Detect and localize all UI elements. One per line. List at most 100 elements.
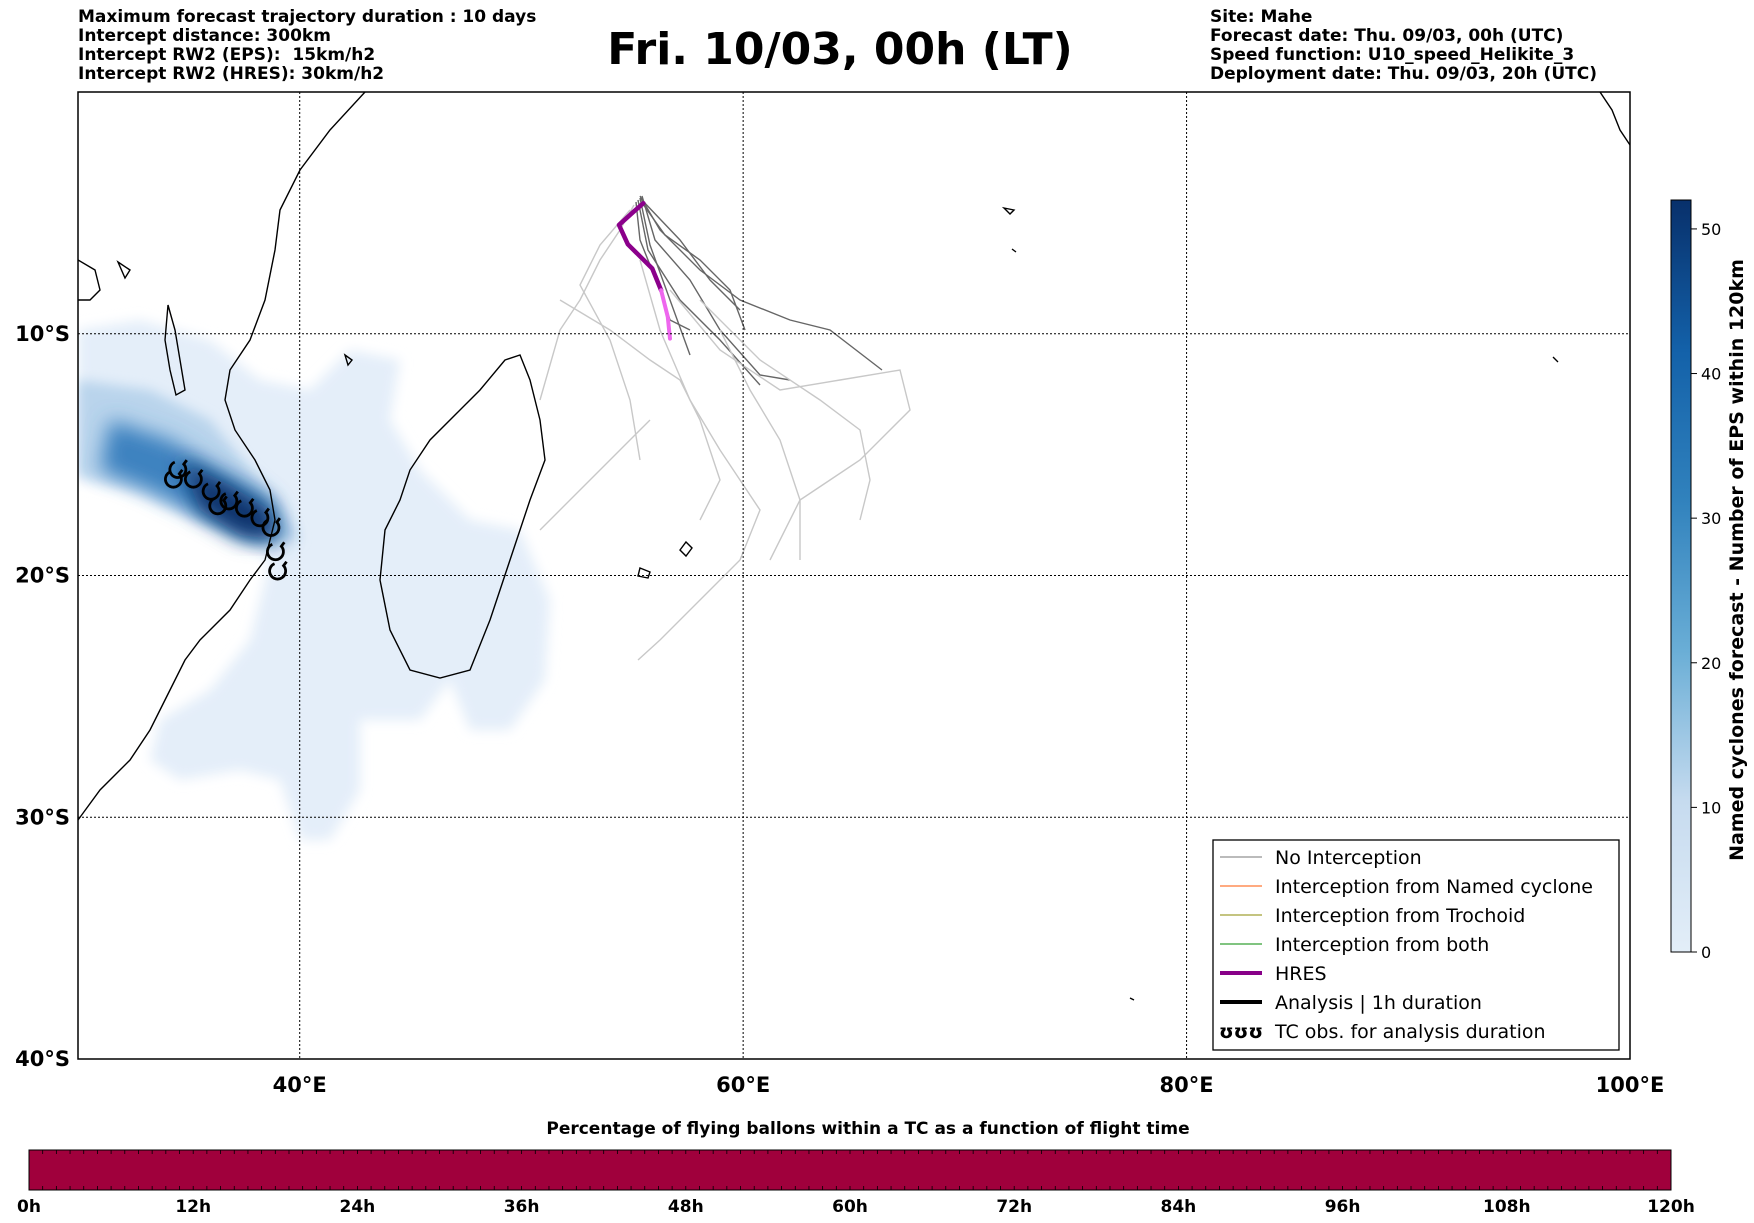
island-small-1 — [1011, 248, 1017, 253]
bottom-bar-tick-label: 60h — [832, 1197, 868, 1217]
legend-label: Interception from Trochoid — [1275, 905, 1525, 927]
legend-label: Interception from Named cyclone — [1275, 876, 1593, 898]
lat-tick-label: 10°S — [15, 322, 70, 346]
eps-trajectory — [579, 209, 641, 461]
legend-symbol-tc-obs: ʊʊʊ — [1219, 1021, 1263, 1043]
hres-trajectory-tail — [659, 288, 672, 341]
header-trajectory-duration: Maximum forecast trajectory duration : 1… — [78, 7, 537, 27]
bottom-bar: Percentage of flying ballons within a TC… — [17, 1119, 1695, 1217]
colorbar-tick-label: 30 — [1701, 509, 1721, 528]
coastlines — [78, 92, 1630, 1001]
lon-tick-labels: 40°E 60°E 80°E 100°E — [273, 1073, 1665, 1097]
bottom-bar-tick-label: 24h — [340, 1197, 376, 1217]
colorbar-right-gradient — [1670, 199, 1692, 953]
bottom-bar-tick-label: 84h — [1161, 1197, 1197, 1217]
eps-trajectory — [669, 289, 911, 561]
lat-tick-label: 40°S — [15, 1047, 70, 1071]
bottom-bar-tick-label: 96h — [1325, 1197, 1361, 1217]
island-chagos — [1001, 206, 1016, 215]
lat-tick-label: 30°S — [15, 805, 70, 829]
header-intercept-hres: Intercept RW2 (HRES): 30km/h2 — [78, 64, 385, 84]
bottom-bar-title: Percentage of flying ballons within a TC… — [546, 1119, 1189, 1139]
legend: No Interception Interception from Named c… — [1212, 839, 1620, 1051]
header-right: Site: Mahe Forecast date: Thu. 09/03, 00… — [1210, 8, 1597, 84]
colorbar-tick-label: 20 — [1701, 654, 1721, 673]
colorbar-tick-label: 10 — [1701, 798, 1721, 817]
tc-observation-marker — [234, 497, 255, 518]
hres-trajectory — [616, 200, 664, 293]
map-frame — [77, 91, 1631, 1060]
legend-label: HRES — [1275, 963, 1327, 985]
eps-trajectory — [719, 329, 801, 560]
header-intercept-eps: Intercept RW2 (EPS): 15km/h2 — [78, 45, 376, 65]
lon-tick-label: 100°E — [1596, 1073, 1665, 1097]
bottom-bar-tick-label: 12h — [175, 1197, 211, 1217]
bottom-bar-tick-label: 120h — [1647, 1197, 1695, 1217]
tc-observation-marker — [219, 490, 239, 511]
coastline-madagascar — [379, 354, 546, 679]
bottom-bar-tick-label: 0h — [17, 1197, 41, 1217]
tc-observation-marker — [164, 468, 184, 489]
eps-trajectory — [559, 299, 721, 521]
bottom-bar-tick-label: 108h — [1483, 1197, 1531, 1217]
tc-observations — [164, 459, 288, 581]
island-small-3 — [1552, 356, 1559, 363]
tc-observation-marker — [268, 560, 288, 581]
tc-observation-marker — [250, 507, 270, 528]
island-zanzibar — [116, 260, 131, 280]
colorbar-right: 0 10 20 30 40 50 Named cyclones forecast - Nu… — [1670, 199, 1748, 962]
bottom-bar-tick-label: 72h — [996, 1197, 1032, 1217]
coastline-africa-horn — [78, 259, 101, 301]
island-mauritius — [679, 540, 693, 558]
eps-trajectory — [639, 197, 691, 356]
tc-observation-marker — [168, 459, 188, 479]
tc-observation-marker — [208, 495, 228, 516]
colorbar-tick-label: 50 — [1701, 220, 1721, 239]
header-speed-function: Speed function: U10_speed_Helikite_3 — [1210, 45, 1575, 65]
legend-label: Interception from both — [1275, 934, 1489, 956]
header-site: Site: Mahe — [1210, 7, 1313, 27]
tc-observation-marker — [266, 541, 286, 562]
bottom-bar-tick-label: 48h — [668, 1197, 704, 1217]
eps-trajectory — [639, 197, 741, 311]
bottom-bar-fill — [28, 1149, 1672, 1191]
lat-tick-labels: 10°S 20°S 30°S 40°S — [15, 322, 70, 1071]
legend-box — [1212, 839, 1620, 1051]
tc-observation-marker — [261, 517, 282, 537]
lon-tick-label: 40°E — [273, 1073, 327, 1097]
lat-tick-label: 20°S — [15, 564, 70, 588]
eps-trajectory — [539, 204, 635, 401]
lon-tick-label: 80°E — [1160, 1073, 1214, 1097]
colorbar-tick-label: 0 — [1701, 943, 1711, 962]
legend-label: No Interception — [1275, 847, 1422, 869]
header-intercept-distance: Intercept distance: 300km — [78, 26, 331, 46]
cyclone-density-field — [78, 320, 550, 840]
header-left: Maximum forecast trajectory duration : 1… — [78, 8, 536, 84]
coastline-sumatra — [1599, 92, 1630, 146]
colorbar-tick-label: 40 — [1701, 365, 1721, 384]
legend-label: TC obs. for analysis duration — [1274, 1021, 1546, 1043]
coastline-africa-east — [78, 92, 366, 821]
island-small-2 — [1129, 997, 1135, 1001]
gridlines — [78, 92, 1630, 1059]
lake-malawi — [164, 304, 186, 397]
eps-trajectory — [639, 199, 746, 331]
legend-label: Analysis | 1h duration — [1275, 992, 1482, 1014]
tc-observation-marker — [183, 468, 204, 489]
island-comoros — [343, 353, 354, 367]
eps-trajectory — [637, 259, 761, 661]
header-deployment-date: Deployment date: Thu. 09/03, 20h (UTC) — [1210, 64, 1597, 84]
eps-trajectories — [539, 195, 911, 661]
eps-trajectory — [639, 195, 883, 371]
lon-tick-label: 60°E — [716, 1073, 770, 1097]
eps-trajectory — [637, 199, 761, 386]
colorbar-right-title: Named cyclones forecast - Number of EPS … — [1726, 259, 1748, 861]
header-forecast-date: Forecast date: Thu. 09/03, 00h (UTC) — [1210, 26, 1564, 46]
eps-trajectory — [699, 299, 871, 521]
island-reunion — [637, 567, 651, 579]
eps-trajectory — [539, 419, 651, 531]
tc-observation-marker — [201, 481, 222, 501]
page-title: Fri. 10/03, 00h (LT) — [607, 24, 1073, 75]
bottom-bar-tick-label: 36h — [504, 1197, 540, 1217]
